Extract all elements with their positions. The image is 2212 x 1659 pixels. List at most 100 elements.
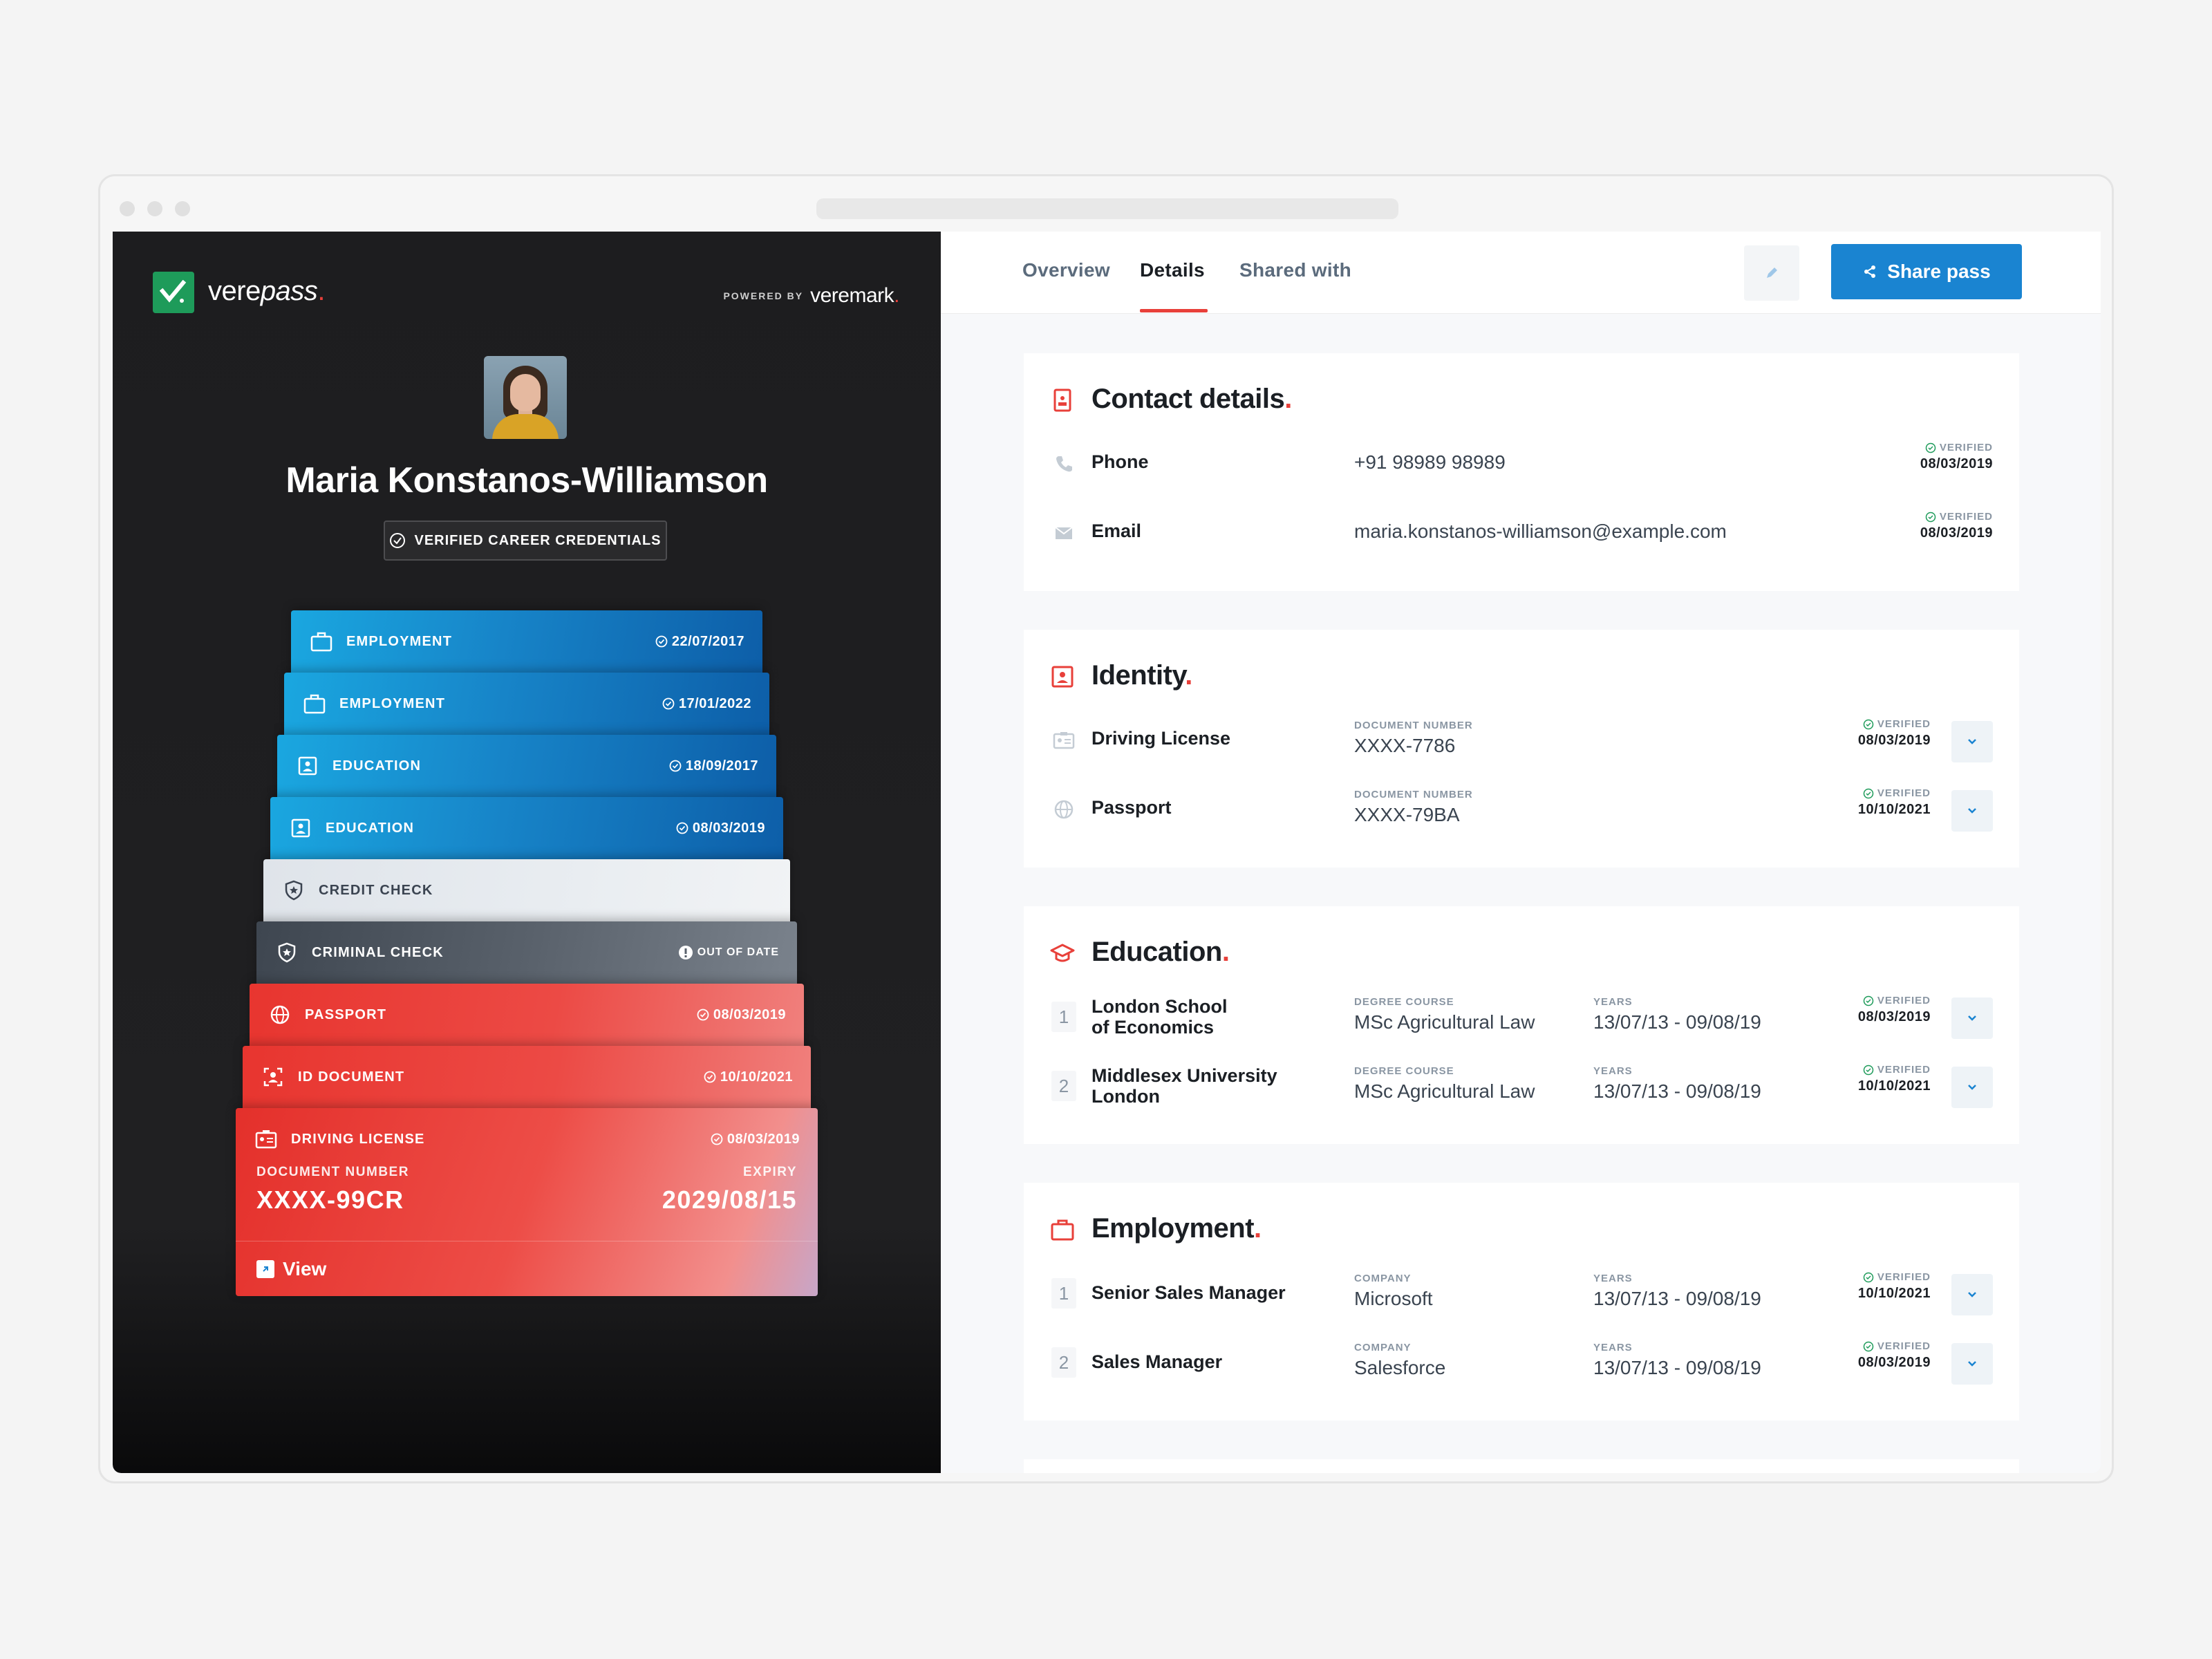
identity-row-driving-license: Driving License DOCUMENT NUMBER XXXX-778… [1024,713,2019,768]
company: Microsoft [1354,1288,1433,1309]
share-icon [1864,265,1876,278]
window-control-maximize[interactable] [175,201,190,216]
graduation-cap-icon [1050,944,1075,962]
expiry-date: 2029/08/15 [662,1185,797,1214]
row-label: Driving License [1091,728,1231,749]
credential-card[interactable]: EMPLOYMENT 17/01/2022 [284,673,769,739]
window-control-minimize[interactable] [147,201,162,216]
expand-button[interactable] [1951,1343,1993,1385]
card-label: CREDIT CHECK [319,882,433,898]
person-name: Maria Konstanos-Williamson [285,460,768,500]
verified-status: VERIFIED 08/03/2019 [1920,442,1993,471]
active-tab-indicator [1140,309,1208,312]
check-circle-icon [1863,995,1874,1006]
employment-row: 2 Sales Manager COMPANY Salesforce YEARS… [1024,1335,2019,1390]
years: 13/07/13 - 09/08/19 [1593,1288,1761,1309]
check-circle-icon [1863,1065,1874,1075]
phone-icon [1051,451,1076,476]
row-value: XXXX-79BA [1354,804,1460,825]
edit-button[interactable] [1744,245,1799,301]
section-title: Identity. [1091,660,1192,691]
check-circle-icon [704,1071,716,1083]
expand-button[interactable] [1951,1067,1993,1108]
check-circle-icon [1863,719,1874,729]
education-section: Education. 1 London School of Economics D… [1024,906,2019,1144]
company: Salesforce [1354,1357,1446,1378]
expand-button[interactable] [1951,721,1993,762]
row-label: Sales Manager [1091,1351,1223,1372]
contact-row-phone: Phone +91 98989 98989 VERIFIED 08/03/201… [1024,436,2019,491]
share-pass-button[interactable]: Share pass [1831,244,2022,299]
pencil-icon [1767,268,1777,278]
credential-card[interactable]: CRIMINAL CHECK OUT OF DATE [256,921,797,988]
id-card-icon [288,816,313,841]
id-card-icon [295,753,320,778]
expand-button[interactable] [1951,790,1993,832]
verified-status: VERIFIED 10/10/2021 [1857,787,1931,817]
expand-button[interactable] [1951,997,1993,1039]
credential-card[interactable]: DRIVING LICENSE 08/03/2019 DOCUMENT NUMBE… [236,1108,818,1296]
identity-row-passport: Passport DOCUMENT NUMBER XXXX-79BA VERIF… [1024,782,2019,837]
address-bar[interactable] [816,198,1398,219]
brand-name: verepass. [208,276,325,306]
verified-status: VERIFIED 08/03/2019 [1857,995,1931,1024]
employment-row: 1 Senior Sales Manager COMPANY Microsoft… [1024,1266,2019,1321]
tab-overview[interactable]: Overview [1022,259,1110,281]
check-circle-icon [1925,442,1936,453]
contact-details-section: Contact details. Phone +91 98989 98989 V… [1024,353,2019,591]
field-caption: YEARS [1593,1273,1633,1284]
row-value: +91 98989 98989 [1354,451,1506,473]
briefcase-icon [309,629,334,654]
tab-details[interactable]: Details [1140,259,1205,281]
document-number-label: DOCUMENT NUMBER [256,1165,409,1179]
check-circle-icon [1925,512,1936,522]
row-number: 1 [1051,1278,1076,1309]
tab-shared-with[interactable]: Shared with [1239,259,1351,281]
row-value: maria.konstanos-williamson@example.com [1354,521,1727,542]
card-status: OUT OF DATE [678,945,779,960]
education-row: 1 London School of Economics DEGREE COURS… [1024,989,2019,1044]
credential-card[interactable]: ID DOCUMENT 10/10/2021 [243,1046,811,1112]
browser-window: verepass. POWERED BY veremark. Maria Kons… [98,174,2114,1483]
verified-status: VERIFIED 10/10/2021 [1857,1271,1931,1301]
card-date: 17/01/2022 [662,696,751,712]
card-label: EDUCATION [332,758,422,774]
row-label: Middlesex University London [1091,1065,1277,1107]
shield-star-icon [274,940,299,965]
check-circle-icon [669,760,682,772]
check-circle-icon [1863,788,1874,798]
next-section-peek [1024,1459,2019,1473]
view-button[interactable]: View [236,1241,818,1296]
credential-card[interactable]: CREDIT CHECK [263,859,790,926]
expand-button[interactable] [1951,1274,1993,1315]
credential-card[interactable]: EMPLOYMENT 22/07/2017 [291,610,762,677]
field-caption: DOCUMENT NUMBER [1354,720,1473,731]
field-caption: DEGREE COURSE [1354,1065,1454,1077]
top-nav: Overview Details Shared with Share pass [941,232,2101,314]
check-circle-icon [1863,1341,1874,1351]
row-label: London School of Economics [1091,996,1228,1038]
credential-card[interactable]: EDUCATION 18/09/2017 [277,735,776,801]
card-label: EMPLOYMENT [346,633,453,649]
verified-status: VERIFIED 10/10/2021 [1857,1064,1931,1094]
card-date: 08/03/2019 [711,1132,800,1147]
card-label: EMPLOYMENT [339,695,446,711]
alert-circle-icon [678,946,693,959]
verified-badge: VERIFIED CAREER CREDENTIALS [384,521,667,561]
window-control-close[interactable] [120,201,135,216]
field-caption: YEARS [1593,996,1633,1008]
degree-course: MSc Agricultural Law [1354,1011,1535,1033]
field-caption: YEARS [1593,1342,1633,1353]
face-scan-icon [261,1065,285,1089]
row-number: 2 [1051,1071,1076,1101]
shield-star-icon [281,878,306,903]
verified-status: VERIFIED 08/03/2019 [1857,1340,1931,1370]
envelope-icon [1051,521,1076,545]
employment-section: Employment. 1 Senior Sales Manager COMPA… [1024,1183,2019,1421]
briefcase-icon [302,691,327,716]
credential-card[interactable]: EDUCATION 08/03/2019 [270,797,783,863]
verepass-logo-icon [153,272,194,313]
field-caption: DOCUMENT NUMBER [1354,789,1473,800]
credential-card[interactable]: PASSPORT 08/03/2019 [250,984,804,1050]
chevron-down-icon [1968,739,1976,744]
